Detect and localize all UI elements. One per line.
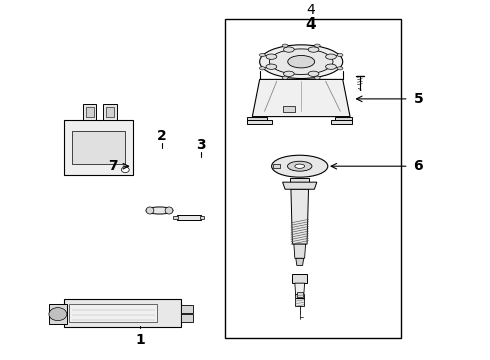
Ellipse shape [284, 71, 294, 76]
Ellipse shape [308, 71, 319, 76]
Bar [199, 216, 204, 219]
Bar [293, 274, 307, 283]
Polygon shape [296, 258, 304, 265]
Ellipse shape [284, 47, 294, 52]
Ellipse shape [308, 47, 319, 52]
Text: 3: 3 [196, 138, 206, 152]
Ellipse shape [326, 54, 336, 59]
Ellipse shape [315, 44, 320, 47]
Polygon shape [283, 182, 317, 189]
Ellipse shape [260, 45, 343, 78]
Polygon shape [247, 117, 267, 120]
Ellipse shape [315, 76, 320, 79]
Text: 4: 4 [307, 3, 316, 17]
Bar [83, 104, 97, 120]
Ellipse shape [282, 44, 288, 47]
Text: 1: 1 [135, 333, 145, 347]
Circle shape [122, 167, 129, 172]
Bar [297, 292, 303, 297]
Polygon shape [331, 120, 352, 124]
Text: 2: 2 [157, 129, 167, 143]
Bar [180, 314, 193, 322]
Ellipse shape [337, 53, 343, 57]
Ellipse shape [259, 53, 265, 57]
Polygon shape [294, 244, 306, 258]
Polygon shape [273, 164, 280, 168]
Bar [177, 215, 200, 220]
Ellipse shape [146, 207, 173, 214]
Text: 4: 4 [306, 17, 316, 32]
Ellipse shape [288, 55, 315, 68]
Bar [69, 305, 157, 322]
Bar [64, 120, 133, 175]
Ellipse shape [288, 161, 312, 171]
Bar [225, 19, 401, 338]
Polygon shape [291, 189, 309, 244]
Polygon shape [247, 120, 272, 124]
Bar [290, 177, 310, 188]
Ellipse shape [295, 164, 305, 168]
Ellipse shape [146, 207, 154, 214]
Ellipse shape [271, 155, 328, 177]
Bar [64, 299, 181, 327]
Bar [72, 131, 125, 165]
Bar [173, 216, 178, 219]
Bar [180, 305, 193, 313]
Polygon shape [335, 117, 352, 120]
Text: 6: 6 [414, 159, 423, 173]
Ellipse shape [337, 67, 343, 70]
Bar [283, 105, 295, 112]
Ellipse shape [282, 76, 288, 79]
Bar [106, 107, 114, 117]
Text: 5: 5 [414, 92, 423, 106]
Polygon shape [295, 283, 305, 297]
Ellipse shape [266, 54, 277, 59]
Circle shape [49, 308, 67, 321]
Ellipse shape [266, 64, 277, 69]
Ellipse shape [270, 49, 333, 75]
Polygon shape [252, 80, 350, 117]
Bar [295, 294, 304, 306]
Ellipse shape [165, 207, 173, 214]
Bar [49, 305, 67, 324]
Ellipse shape [326, 64, 336, 69]
Ellipse shape [259, 67, 265, 70]
Bar [103, 104, 117, 120]
Text: 7: 7 [108, 159, 118, 173]
Bar [86, 107, 94, 117]
